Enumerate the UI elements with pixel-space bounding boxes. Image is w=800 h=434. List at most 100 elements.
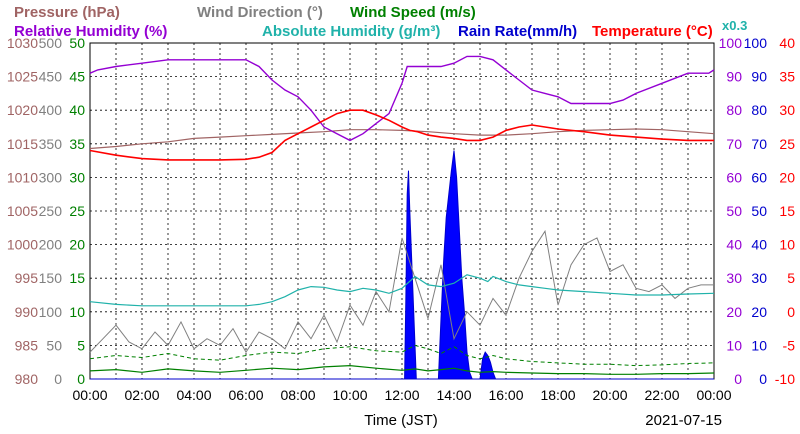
tick-label-wind_speed: 0 xyxy=(77,371,85,387)
series-wind-gust xyxy=(89,344,715,367)
tick-label-rain: 10 xyxy=(751,337,767,353)
tick-label-pressure: 1020 xyxy=(7,102,38,118)
tick-label-rh: 100 xyxy=(719,35,743,51)
tick-label-x: 00:00 xyxy=(72,387,107,403)
tick-label-temp: 20 xyxy=(779,169,795,185)
tick-label-wind_dir: 250 xyxy=(39,203,63,219)
series-pressure xyxy=(89,128,715,150)
legend-ah_scale: x0.3 xyxy=(722,18,747,33)
grid xyxy=(89,42,715,380)
tick-label-x: 16:00 xyxy=(488,387,523,403)
tick-label-wind_speed: 25 xyxy=(69,203,85,219)
tick-label-pressure: 990 xyxy=(15,304,39,320)
tick-label-rain: 100 xyxy=(744,35,768,51)
tick-label-rain: 0 xyxy=(759,371,767,387)
tick-label-rh: 0 xyxy=(734,371,742,387)
tick-label-wind_dir: 450 xyxy=(39,69,63,85)
tick-label-temp: 25 xyxy=(779,136,795,152)
series-rain-rate xyxy=(90,150,714,380)
tick-label-x: 00:00 xyxy=(696,387,731,403)
tick-label-rain: 20 xyxy=(751,304,767,320)
tick-label-rh: 30 xyxy=(726,270,742,286)
tick-label-x: 02:00 xyxy=(124,387,159,403)
tick-label-temp: 0 xyxy=(787,304,795,320)
tick-label-rain: 70 xyxy=(751,136,767,152)
tick-label-temp: 15 xyxy=(779,203,795,219)
tick-label-wind_speed: 5 xyxy=(77,337,85,353)
tick-label-wind_dir: 150 xyxy=(39,270,63,286)
tick-label-x: 04:00 xyxy=(176,387,211,403)
tick-label-wind_speed: 15 xyxy=(69,270,85,286)
legend-rain: Rain Rate(mm/h) xyxy=(458,23,577,40)
tick-label-wind_dir: 300 xyxy=(39,169,63,185)
tick-label-wind_speed: 30 xyxy=(69,169,85,185)
tick-label-pressure: 1000 xyxy=(7,237,38,253)
tick-label-temp: -10 xyxy=(775,371,795,387)
tick-label-wind_speed: 50 xyxy=(69,35,85,51)
tick-label-temp: 5 xyxy=(787,270,795,286)
series-temperature xyxy=(89,109,714,161)
series-wind-direction xyxy=(89,229,714,354)
tick-label-temp: 35 xyxy=(779,69,795,85)
tick-label-temp: 40 xyxy=(779,35,795,51)
tick-label-x: 12:00 xyxy=(384,387,419,403)
tick-label-pressure: 1025 xyxy=(7,69,38,85)
tick-label-rain: 50 xyxy=(751,203,767,219)
axes: 9809859909951000100510101015102010251030… xyxy=(7,35,795,403)
tick-label-rain: 30 xyxy=(751,270,767,286)
series-relative-humidity xyxy=(89,55,715,142)
tick-label-temp: 30 xyxy=(779,102,795,118)
tick-label-x: 14:00 xyxy=(436,387,471,403)
series-wind-speed xyxy=(89,364,715,375)
tick-label-rh: 40 xyxy=(726,237,742,253)
tick-label-rain: 40 xyxy=(751,237,767,253)
tick-label-rh: 20 xyxy=(726,304,742,320)
tick-label-wind_dir: 0 xyxy=(54,371,62,387)
series-absolute-humidity xyxy=(89,274,715,307)
series-layer xyxy=(89,55,715,380)
tick-label-rh: 80 xyxy=(726,102,742,118)
tick-label-x: 10:00 xyxy=(332,387,367,403)
tick-label-wind_dir: 200 xyxy=(39,237,63,253)
tick-label-pressure: 1015 xyxy=(7,136,38,152)
legend-rh: Relative Humidity (%) xyxy=(14,23,167,40)
tick-label-rain: 80 xyxy=(751,102,767,118)
tick-label-rain: 90 xyxy=(751,69,767,85)
x-axis-label: Time (JST) xyxy=(364,412,438,429)
legend: Pressure (hPa) Wind Direction (°) Wind Spe… xyxy=(14,4,747,40)
tick-label-x: 22:00 xyxy=(644,387,679,403)
tick-label-rh: 60 xyxy=(726,169,742,185)
tick-label-wind_speed: 45 xyxy=(69,69,85,85)
tick-label-pressure: 995 xyxy=(15,270,39,286)
legend-temp: Temperature (°C) xyxy=(592,23,713,40)
tick-label-rh: 10 xyxy=(726,337,742,353)
tick-label-wind_dir: 500 xyxy=(39,35,63,51)
tick-label-x: 06:00 xyxy=(228,387,263,403)
tick-label-temp: 10 xyxy=(779,237,795,253)
tick-label-wind_speed: 20 xyxy=(69,237,85,253)
tick-label-rh: 50 xyxy=(726,203,742,219)
tick-label-temp: -5 xyxy=(783,337,796,353)
tick-label-wind_dir: 400 xyxy=(39,102,63,118)
tick-label-rh: 90 xyxy=(726,69,742,85)
legend-ah: Absolute Humidity (g/m³) xyxy=(262,23,440,40)
tick-label-pressure: 1030 xyxy=(7,35,38,51)
legend-wind_speed: Wind Speed (m/s) xyxy=(350,4,476,21)
tick-label-wind_dir: 50 xyxy=(46,337,62,353)
tick-label-wind_dir: 100 xyxy=(39,304,63,320)
tick-label-x: 20:00 xyxy=(592,387,627,403)
tick-label-wind_dir: 350 xyxy=(39,136,63,152)
legend-pressure: Pressure (hPa) xyxy=(14,4,120,21)
tick-label-x: 08:00 xyxy=(280,387,315,403)
tick-label-pressure: 985 xyxy=(15,337,39,353)
tick-label-wind_speed: 35 xyxy=(69,136,85,152)
date-label: 2021-07-15 xyxy=(645,412,722,429)
tick-label-pressure: 1010 xyxy=(7,169,38,185)
tick-label-wind_speed: 40 xyxy=(69,102,85,118)
legend-wind_dir: Wind Direction (°) xyxy=(197,4,323,21)
tick-label-x: 18:00 xyxy=(540,387,575,403)
tick-label-rh: 70 xyxy=(726,136,742,152)
tick-label-pressure: 980 xyxy=(15,371,39,387)
